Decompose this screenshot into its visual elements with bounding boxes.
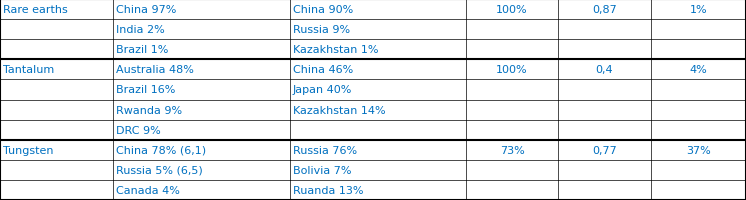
Text: Ruanda 13%: Ruanda 13% [293,185,363,195]
Text: India 2%: India 2% [116,25,165,35]
Text: Kazakhstan 1%: Kazakhstan 1% [293,45,378,55]
Text: 0,77: 0,77 [592,145,617,155]
Text: Kazakhstan 14%: Kazakhstan 14% [293,105,386,115]
Text: Russia 5% (6,5): Russia 5% (6,5) [116,165,203,175]
Text: 73%: 73% [500,145,524,155]
Text: Brazil 16%: Brazil 16% [116,85,175,95]
Text: Canada 4%: Canada 4% [116,185,180,195]
Text: Rwanda 9%: Rwanda 9% [116,105,182,115]
Text: China 46%: China 46% [293,65,354,75]
Text: China 78% (6,1): China 78% (6,1) [116,145,206,155]
Text: Bolivia 7%: Bolivia 7% [293,165,351,175]
Text: China 97%: China 97% [116,5,176,15]
Text: Russia 9%: Russia 9% [293,25,350,35]
Text: Australia 48%: Australia 48% [116,65,194,75]
Text: Rare earths: Rare earths [3,5,68,15]
Text: DRC 9%: DRC 9% [116,125,160,135]
Text: 4%: 4% [689,65,707,75]
Text: Tungsten: Tungsten [3,145,54,155]
Text: 100%: 100% [496,65,528,75]
Text: 100%: 100% [496,5,528,15]
Text: Japan 40%: Japan 40% [293,85,352,95]
Text: China 90%: China 90% [293,5,354,15]
Text: Brazil 1%: Brazil 1% [116,45,169,55]
Text: 37%: 37% [686,145,711,155]
Text: 0,87: 0,87 [592,5,617,15]
Text: Russia 76%: Russia 76% [293,145,357,155]
Text: 0,4: 0,4 [596,65,613,75]
Text: 1%: 1% [690,5,707,15]
Text: Tantalum: Tantalum [3,65,54,75]
